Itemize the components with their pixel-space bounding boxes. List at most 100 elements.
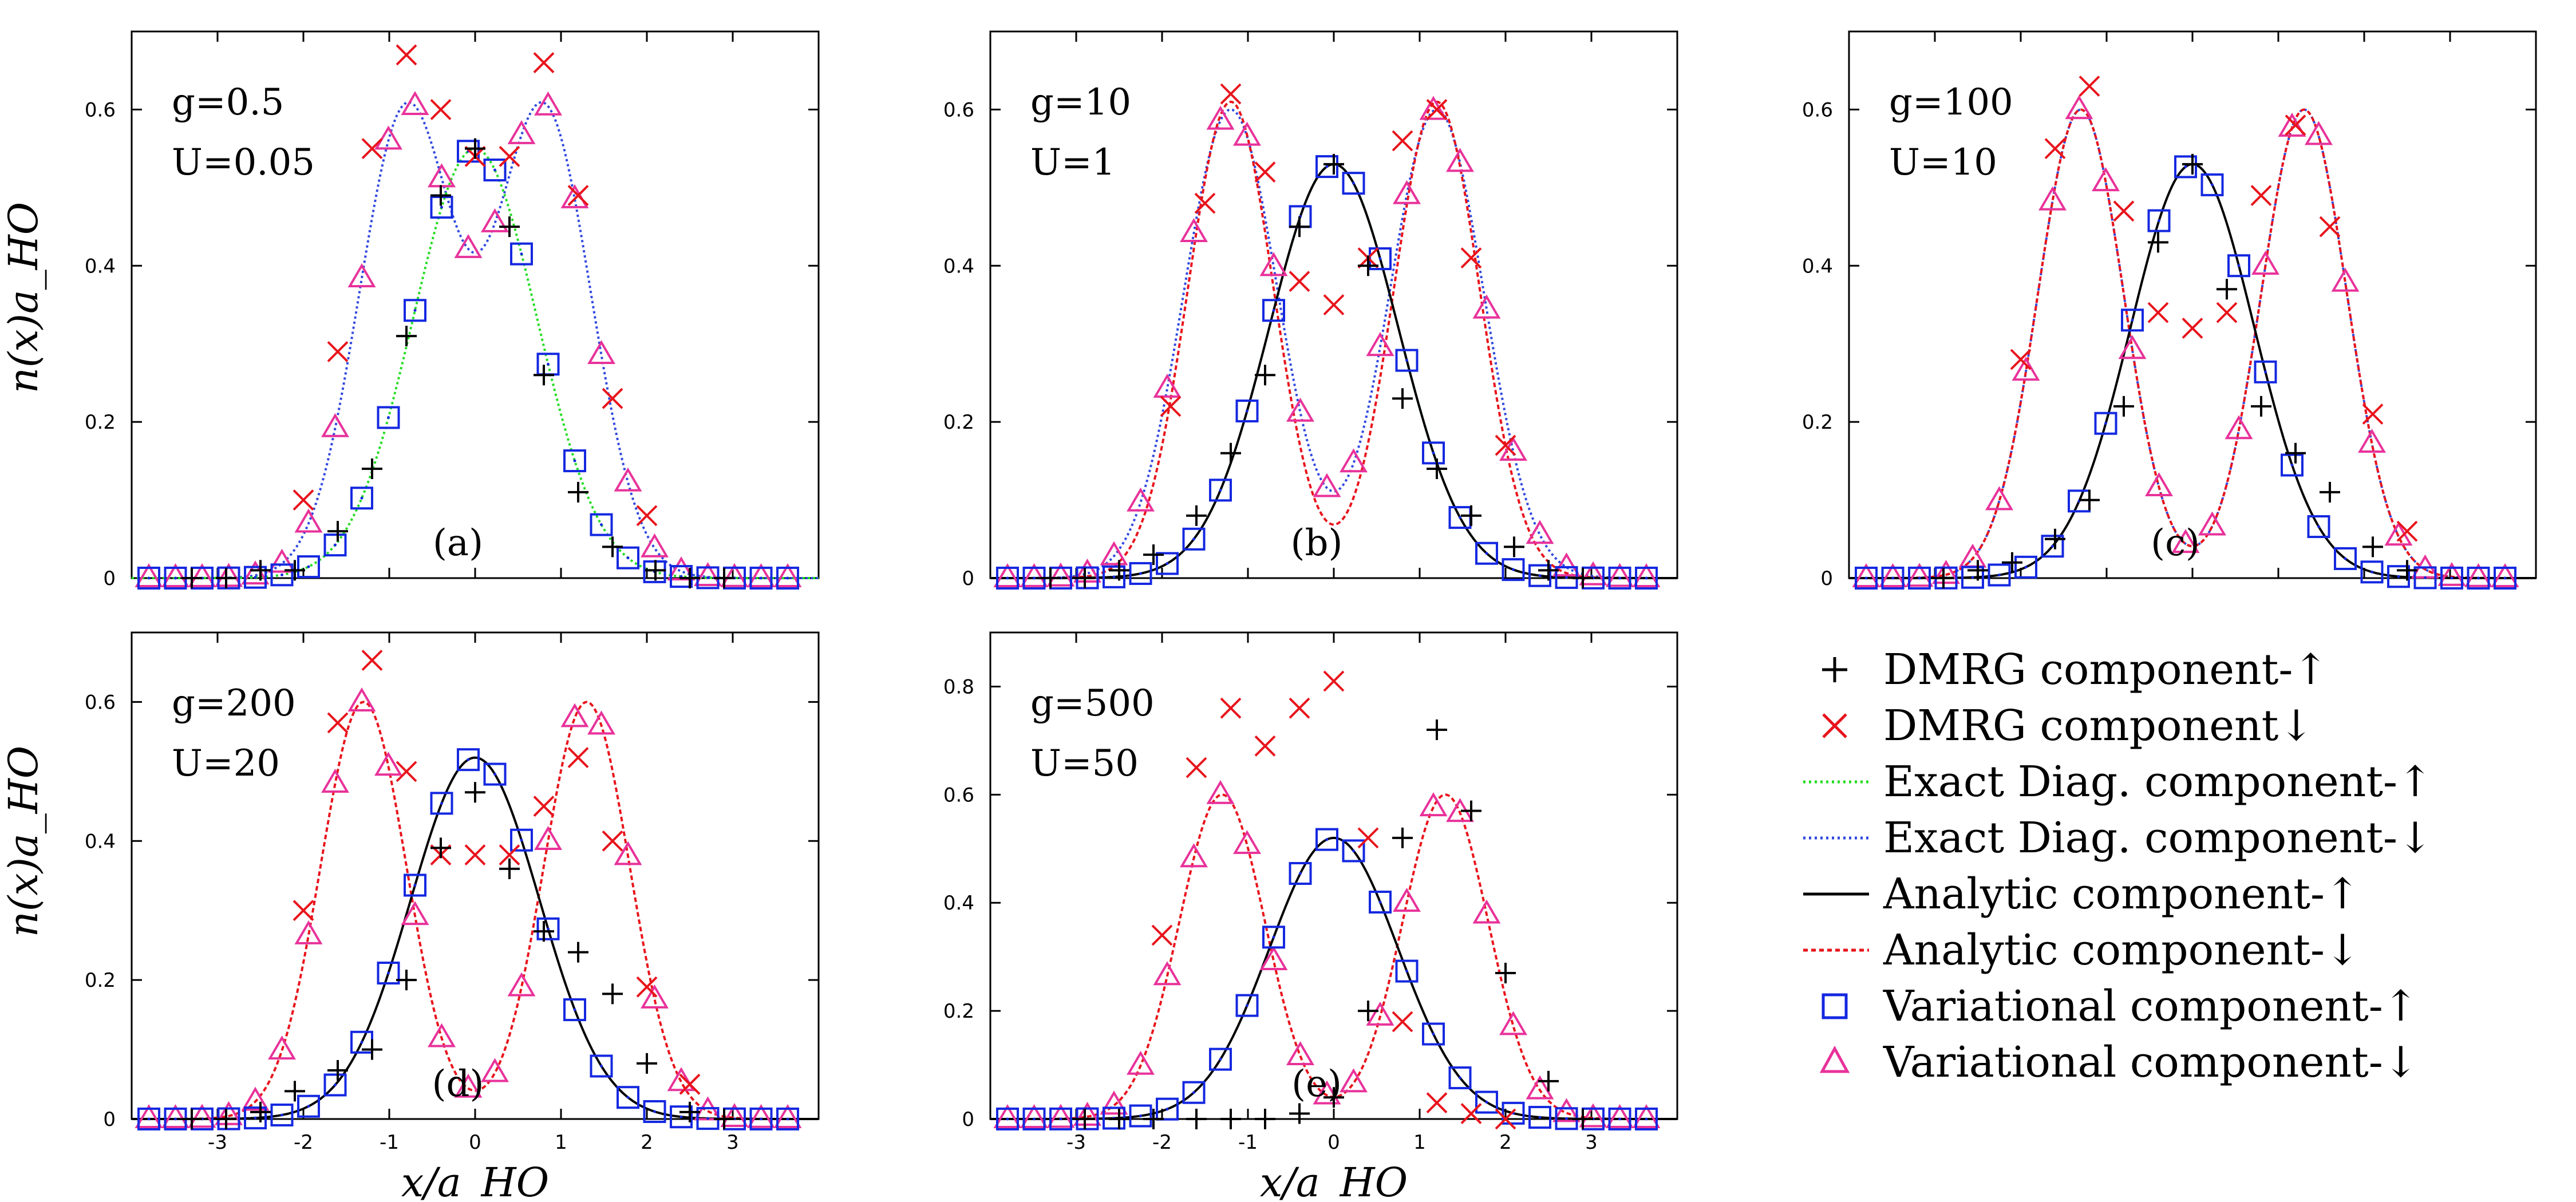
dmrg-down-point	[636, 976, 658, 998]
var-down-point	[1233, 830, 1261, 855]
var-up-point-dot	[2264, 370, 2267, 374]
var-down-point	[374, 752, 402, 776]
legend-item-var-down: Variational component-↓	[1819, 1038, 2419, 1087]
var-up-point	[670, 565, 693, 588]
var-up-point-dot	[1538, 574, 1542, 578]
var-up-point-dot	[573, 459, 576, 462]
var-down-point	[1286, 397, 1314, 422]
var-up-point	[2334, 547, 2357, 570]
dmrg-up-point	[534, 365, 554, 386]
var-up-point-dot	[1432, 1033, 1435, 1036]
var-down-point	[294, 920, 323, 944]
dmrg-down-point	[464, 844, 486, 865]
var-down-point	[667, 556, 696, 581]
dmrg-down-point	[1495, 1108, 1516, 1130]
legend-label: Variational component-↑	[1883, 982, 2419, 1031]
dmrg-down-point	[2362, 404, 2384, 425]
var-down-point	[1499, 1011, 1527, 1035]
var-down-point	[1100, 541, 1128, 566]
var-down-point	[720, 1103, 749, 1128]
dmrg-up-point	[1392, 388, 1413, 409]
y-tick-label: 0.4	[85, 830, 116, 853]
var-up-point	[2147, 209, 2171, 232]
var-down-point	[2331, 267, 2360, 292]
var-down-point	[1073, 1101, 1101, 1126]
var-up-point-dot	[1998, 574, 2001, 577]
dmrg-down-point	[2044, 138, 2066, 160]
var-up-point-dot	[1891, 576, 1894, 580]
u-parameter-label: U=20	[172, 742, 280, 785]
var-up-point	[1342, 172, 1365, 195]
var-down-point	[1526, 1075, 1554, 1100]
x-tick-label: 0	[1327, 1131, 1340, 1154]
var-up-point	[270, 1103, 294, 1126]
dmrg-up-point	[2148, 232, 2168, 253]
var-down-point	[2145, 472, 2173, 497]
dmrg-down-point	[1220, 697, 1242, 719]
var-up-point-dot	[1864, 576, 1868, 580]
dmrg-up-point	[1358, 255, 1378, 276]
var-up-point-dot	[440, 205, 443, 209]
var-up-point-dot	[2450, 576, 2453, 580]
var-down-point	[428, 1023, 456, 1047]
exact-up-curve	[990, 163, 1677, 579]
x-tick-label: 3	[726, 1131, 739, 1154]
dmrg-up-point	[1495, 963, 1516, 983]
var-down-point	[135, 563, 163, 587]
var-up-point	[643, 1100, 666, 1123]
var-up-point-dot	[2344, 557, 2347, 560]
x-tick-label: -3	[1066, 1131, 1086, 1154]
var-down-point	[1127, 1050, 1155, 1075]
var-up-point-dot	[1459, 516, 1461, 519]
var-up-point-dot	[679, 1115, 683, 1118]
dmrg-up-point	[2113, 396, 2134, 417]
var-up-point-dot	[706, 1117, 709, 1120]
var-down-point	[374, 125, 402, 150]
var-up-point-dot	[147, 1117, 151, 1121]
var-down-point	[1366, 1001, 1394, 1026]
legend-label: DMRG component-↑	[1883, 645, 2328, 694]
dmrg-down-point	[499, 145, 520, 167]
dmrg-up-point	[1109, 560, 1129, 581]
panel-d: 0 0.2 0.4 0.6 -3 -2 -1 0 1 2 3 g=200 U=20 (d)	[85, 631, 820, 1154]
dmrg-up-point	[1220, 1109, 1241, 1129]
var-up-point-dot	[1192, 537, 1195, 541]
var-down-point	[534, 826, 562, 850]
dmrg-down-point	[2319, 216, 2341, 238]
legend-item-exact-down: Exact Diag. component-↓	[1803, 813, 2433, 863]
var-down-point	[1313, 473, 1341, 497]
legend-marker-plus	[1822, 657, 1847, 682]
exact-down-curve	[990, 108, 1677, 579]
var-up-point	[1908, 566, 1931, 590]
var-down-point	[215, 1101, 243, 1125]
var-down-point	[2198, 511, 2226, 536]
var-up-point	[2494, 566, 2516, 590]
var-up-point	[457, 748, 480, 772]
var-up-point	[404, 299, 426, 322]
var-up-point-dot	[600, 1065, 603, 1068]
var-up-point	[1289, 861, 1312, 885]
var-up-point	[2014, 555, 2037, 579]
var-up-point-dot	[387, 971, 390, 975]
var-up-point-dot	[1352, 181, 1355, 185]
var-down-point	[135, 1104, 163, 1128]
var-up-point-dot	[1565, 576, 1568, 579]
x-axis-title-left: x/a_HO	[401, 1159, 549, 1202]
legend: DMRG component-↑ DMRG component↓ Exact D…	[1803, 645, 2433, 1087]
var-down-point	[773, 1104, 802, 1128]
var-up-point	[1502, 558, 1525, 582]
var-down-point	[481, 1058, 509, 1082]
dmrg-up-point	[1933, 568, 1954, 588]
var-down-point	[2437, 562, 2466, 586]
y-tick-label: 0.6	[85, 691, 116, 714]
var-up-point-dot	[1971, 576, 1974, 579]
dmrg-up-point	[645, 560, 666, 581]
dmrg-up-point	[430, 185, 451, 206]
y-tick-label: 0.4	[85, 255, 116, 278]
var-down-point	[268, 548, 296, 573]
var-down-point	[1153, 961, 1182, 986]
var-down-point	[188, 1104, 216, 1128]
var-up-point	[297, 555, 320, 579]
dmrg-up-point	[499, 858, 520, 879]
var-up-point-dot	[1618, 1117, 1621, 1121]
